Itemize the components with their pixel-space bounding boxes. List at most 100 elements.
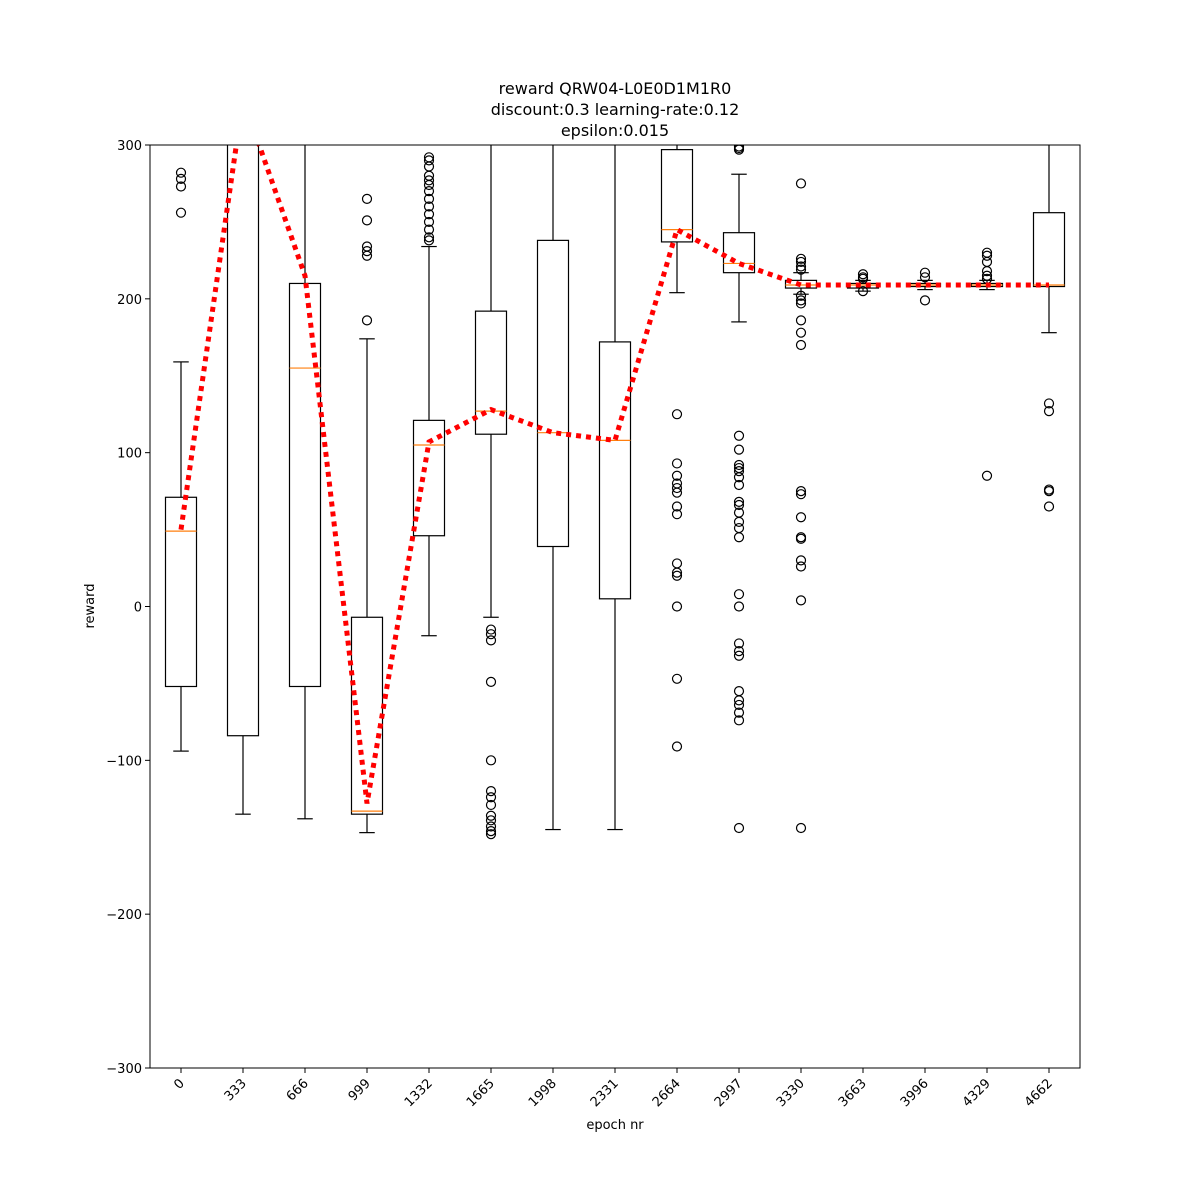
outlier xyxy=(671,409,683,420)
outlier xyxy=(671,482,683,494)
outlier xyxy=(423,201,435,212)
x-tick-label: 1665 xyxy=(464,1076,498,1110)
outlier xyxy=(361,246,373,257)
outlier xyxy=(423,193,435,204)
box xyxy=(164,496,198,688)
outlier xyxy=(485,635,497,646)
box xyxy=(1032,212,1066,288)
outlier xyxy=(423,186,435,197)
outlier xyxy=(733,650,745,661)
outlier xyxy=(733,707,745,718)
outlier xyxy=(795,290,807,301)
outlier xyxy=(795,315,807,326)
y-tick-label: −300 xyxy=(106,1062,142,1077)
outlier xyxy=(733,686,745,697)
x-tick-label: 1332 xyxy=(402,1076,436,1110)
outlier xyxy=(671,741,683,752)
outlier xyxy=(361,193,373,204)
outlier xyxy=(671,570,683,581)
box xyxy=(536,239,570,548)
outlier xyxy=(485,629,497,640)
outlier xyxy=(795,822,807,834)
outlier xyxy=(175,207,187,218)
outlier xyxy=(795,512,807,523)
outlier xyxy=(919,272,931,283)
outlier xyxy=(485,810,497,821)
outlier xyxy=(671,470,683,481)
outlier xyxy=(671,567,683,578)
outlier xyxy=(485,792,497,803)
outlier xyxy=(733,695,745,706)
outlier xyxy=(671,509,683,520)
x-axis-label: epoch nr xyxy=(586,1118,644,1133)
outlier xyxy=(733,466,745,477)
outlier xyxy=(795,489,807,500)
outlier xyxy=(981,250,993,261)
outlier xyxy=(671,558,683,569)
outlier xyxy=(1043,398,1055,409)
outlier xyxy=(795,561,807,572)
outlier xyxy=(981,266,993,277)
outlier xyxy=(423,216,435,228)
x-tick-label: 4329 xyxy=(960,1076,994,1110)
x-tick-label: 3330 xyxy=(774,1076,808,1110)
outlier xyxy=(733,479,745,491)
x-tick-label: 2331 xyxy=(588,1076,622,1110)
outlier xyxy=(361,315,373,326)
outlier xyxy=(795,256,807,268)
outlier xyxy=(857,273,869,284)
outlier xyxy=(733,601,745,612)
outlier xyxy=(733,472,745,483)
box xyxy=(350,616,384,815)
chart-subtitle: epsilon:0.015 xyxy=(561,121,669,140)
outlier xyxy=(485,755,497,766)
y-tick-label: 0 xyxy=(134,601,142,616)
outlier xyxy=(485,799,497,811)
outlier xyxy=(919,295,931,306)
chart-subtitle: discount:0.3 learning-rate:0.12 xyxy=(491,100,740,119)
outlier xyxy=(485,785,497,797)
outlier xyxy=(733,522,745,534)
outlier xyxy=(795,264,807,275)
outlier xyxy=(795,595,807,606)
outlier xyxy=(423,179,435,191)
box xyxy=(660,149,694,243)
chart-title: reward QRW04-L0E0D1M1R0 xyxy=(499,79,732,98)
outlier xyxy=(919,267,931,278)
outlier xyxy=(423,209,435,220)
outlier xyxy=(175,173,187,184)
outlier xyxy=(175,167,187,178)
outlier xyxy=(733,638,745,649)
x-tick-label: 333 xyxy=(222,1076,250,1104)
outlier xyxy=(857,286,869,297)
outlier xyxy=(1043,406,1055,417)
outlier xyxy=(733,646,745,657)
outlier xyxy=(175,181,187,192)
y-tick-label: 200 xyxy=(117,293,142,308)
outlier xyxy=(423,224,435,235)
outlier xyxy=(795,486,807,497)
outlier xyxy=(795,533,807,544)
outlier xyxy=(671,501,683,512)
outlier xyxy=(795,555,807,566)
y-tick-label: 300 xyxy=(117,139,142,154)
outlier xyxy=(733,430,745,441)
y-tick-label: 100 xyxy=(117,447,142,462)
outlier xyxy=(733,715,745,726)
box xyxy=(412,419,446,537)
outlier xyxy=(423,155,435,166)
plot-area xyxy=(164,145,1066,840)
box xyxy=(288,282,322,688)
outlier xyxy=(485,825,497,837)
outlier xyxy=(423,232,435,243)
outlier xyxy=(733,516,745,527)
x-tick-label: 2664 xyxy=(650,1076,684,1110)
y-axis-label: reward xyxy=(83,583,98,628)
outlier xyxy=(423,235,435,246)
outlier xyxy=(733,444,745,455)
outlier xyxy=(733,145,745,152)
outlier xyxy=(795,253,807,264)
outlier xyxy=(733,496,745,507)
x-tick-label: 4662 xyxy=(1022,1076,1056,1110)
